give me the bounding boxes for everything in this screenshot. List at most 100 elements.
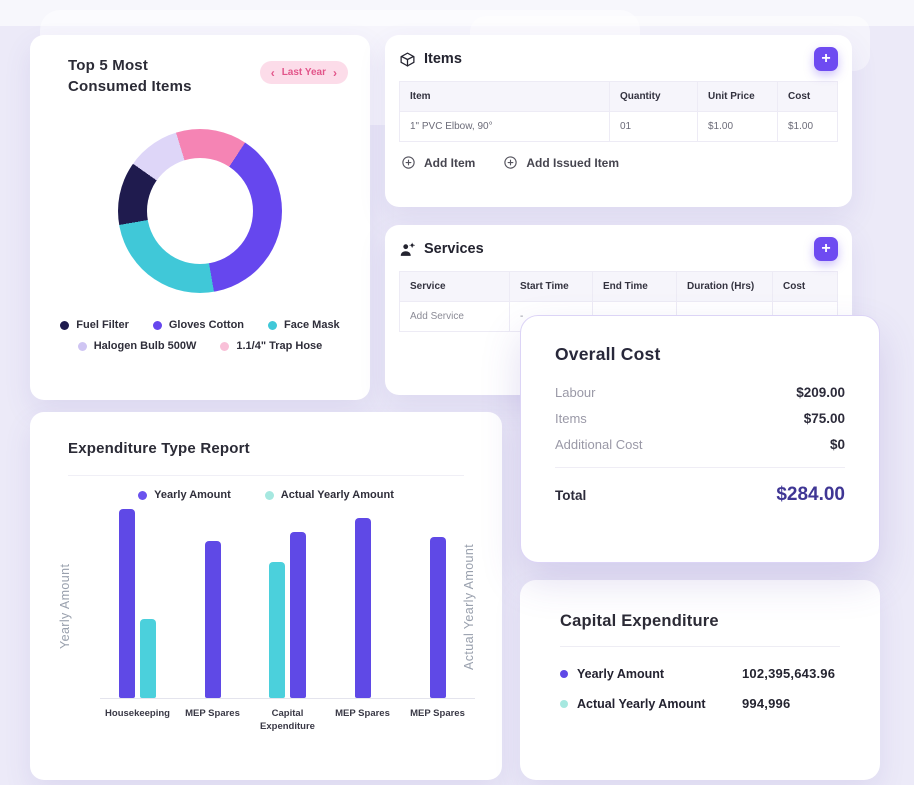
bar-pair — [400, 509, 475, 699]
table-row[interactable]: 1" PVC Elbow, 90° 01 $1.00 $1.00 — [400, 111, 837, 141]
bar-pair — [175, 509, 250, 699]
legend-item-actual-yearly-amount[interactable]: Actual Yearly Amount — [264, 489, 394, 501]
legend-item-halogen-bulb[interactable]: Halogen Bulb 500W — [77, 340, 196, 352]
bar-group: MEP Spares — [175, 509, 250, 734]
column-header-unit-price: Unit Price — [698, 82, 778, 111]
item-quantity-cell: 01 — [610, 112, 698, 141]
total-value: $284.00 — [776, 484, 845, 505]
donut-legend: Fuel Filter Gloves Cotton Face Mask Halo… — [30, 319, 370, 352]
expenditure-report-title: Expenditure Type Report — [68, 440, 250, 457]
add-issued-item-button[interactable]: Add Issued Item — [503, 155, 619, 170]
legend-dot — [152, 320, 162, 330]
bar-group: MEP Spares — [325, 509, 400, 734]
cost-row-items: Items $75.00 — [555, 411, 845, 426]
legend-dot — [560, 699, 568, 708]
column-header-item: Item — [400, 82, 610, 111]
legend-dot — [77, 341, 87, 351]
bar-chart: Yearly Amount Actual Yearly Amount House… — [30, 505, 502, 755]
overall-cost-card: Overall Cost Labour $209.00 Items $75.00… — [520, 315, 880, 563]
bar-chart-legend: Yearly Amount Actual Yearly Amount — [30, 489, 502, 501]
circle-plus-icon — [401, 155, 416, 170]
bar-pair — [100, 509, 175, 699]
items-card: Items + Item Quantity Unit Price Cost 1"… — [385, 35, 852, 207]
add-items-button[interactable]: + — [814, 47, 838, 71]
legend-dot — [560, 669, 568, 678]
item-cost-cell: $1.00 — [788, 121, 814, 132]
expenditure-report-card: Expenditure Type Report Yearly Amount Ac… — [30, 412, 502, 780]
legend-dot — [264, 490, 274, 500]
chevron-left-icon[interactable]: ‹ — [270, 65, 275, 80]
items-table-header: Item Quantity Unit Price Cost — [400, 82, 837, 111]
donut-chart — [118, 129, 282, 293]
bar-group: Housekeeping — [100, 509, 175, 734]
capital-expenditure-card: Capital Expenditure Yearly Amount 102,39… — [520, 580, 880, 780]
legend-dot — [60, 320, 70, 330]
legend-item-yearly-amount[interactable]: Yearly Amount — [138, 489, 231, 501]
divider — [560, 646, 840, 647]
circle-plus-icon — [503, 155, 518, 170]
bar-yearly-amount — [204, 541, 221, 698]
consumed-items-card: Top 5 Most Consumed Items ‹ Last Year › … — [30, 35, 370, 400]
legend-dot — [268, 320, 278, 330]
add-item-button[interactable]: Add Item — [401, 155, 475, 170]
yearly-amount-value: 102,395,643.96 — [742, 666, 836, 681]
legend-item-gloves-cotton[interactable]: Gloves Cotton — [152, 319, 244, 331]
bar-category-label: Housekeeping — [105, 708, 170, 719]
capital-row-actual: Actual Yearly Amount 994,996 — [560, 696, 840, 711]
period-selector[interactable]: ‹ Last Year › — [259, 61, 348, 84]
bar-group: Capital Expenditure — [250, 509, 325, 734]
chevron-right-icon[interactable]: › — [333, 65, 337, 80]
bar-plot-area: Housekeeping MEP Spares Capital Expenditur… — [100, 509, 475, 734]
column-header-end-time: End Time — [593, 272, 677, 301]
overall-cost-title: Overall Cost — [555, 344, 661, 364]
column-header-cost: Cost — [783, 281, 806, 292]
item-name-cell: 1" PVC Elbow, 90° — [400, 112, 610, 141]
item-unit-price-cell: $1.00 — [698, 112, 778, 141]
add-services-button[interactable]: + — [814, 237, 838, 261]
divider — [68, 475, 464, 476]
column-header-service: Service — [400, 272, 510, 301]
bar-yearly-amount — [354, 518, 371, 698]
bar-category-label: Capital Expenditure — [260, 708, 315, 733]
total-row: Total $284.00 — [555, 484, 845, 505]
capital-expenditure-title: Capital Expenditure — [560, 612, 719, 630]
services-table-header: Service Start Time End Time Duration (Hr… — [400, 272, 837, 301]
items-table: Item Quantity Unit Price Cost 1" PVC Elb… — [399, 81, 838, 142]
cost-row-additional: Additional Cost $0 — [555, 437, 845, 452]
column-header-quantity: Quantity — [610, 82, 698, 111]
package-icon — [399, 51, 416, 68]
bar-pair — [325, 509, 400, 699]
legend-item-fuel-filter[interactable]: Fuel Filter — [60, 319, 129, 331]
bar-actual-yearly-amount — [269, 561, 285, 698]
bar-category-label: MEP Spares — [410, 708, 465, 719]
donut-hole — [147, 158, 253, 264]
legend-item-trap-hose[interactable]: 1.1/4" Trap Hose — [220, 340, 322, 352]
bar-yearly-amount — [119, 509, 135, 698]
actual-yearly-amount-value: 994,996 — [742, 696, 791, 711]
bar-group: MEP Spares — [400, 509, 475, 734]
divider — [555, 467, 845, 468]
period-label: Last Year — [281, 67, 326, 78]
capital-row-yearly: Yearly Amount 102,395,643.96 — [560, 666, 840, 681]
bar-category-label: MEP Spares — [185, 708, 240, 719]
items-card-title: Items — [399, 51, 462, 68]
add-service-cell[interactable]: Add Service — [400, 302, 510, 331]
engineer-icon — [399, 241, 416, 258]
services-card-title: Services — [399, 241, 484, 258]
y-axis-label-left: Yearly Amount — [58, 563, 72, 650]
bar-yearly-amount — [290, 531, 306, 698]
legend-dot — [138, 490, 148, 500]
consumed-items-title: Top 5 Most Consumed Items — [68, 57, 192, 95]
bar-yearly-amount — [429, 537, 446, 698]
background-band — [0, 0, 914, 26]
bar-category-label: MEP Spares — [335, 708, 390, 719]
bar-actual-yearly-amount — [140, 618, 156, 698]
column-header-duration: Duration (Hrs) — [677, 272, 773, 301]
bar-pair — [250, 509, 325, 699]
legend-item-face-mask[interactable]: Face Mask — [268, 319, 340, 331]
legend-dot — [220, 341, 230, 351]
column-header-start-time: Start Time — [510, 272, 593, 301]
column-header-cost: Cost — [788, 91, 811, 102]
cost-row-labour: Labour $209.00 — [555, 385, 845, 400]
